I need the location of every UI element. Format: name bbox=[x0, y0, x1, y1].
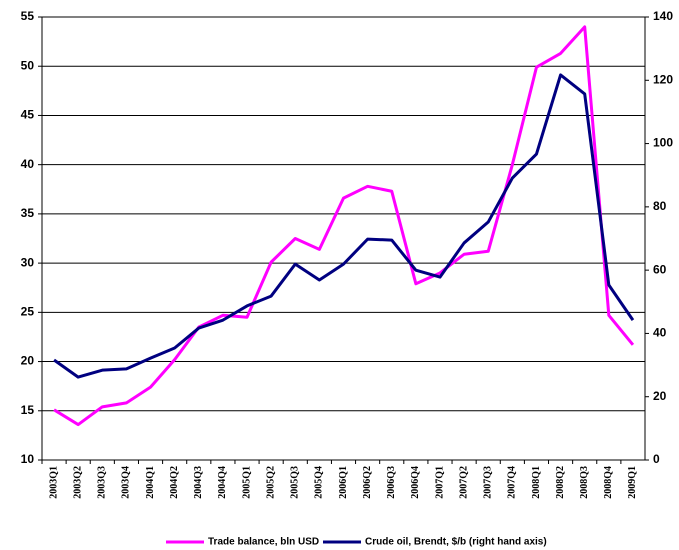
y-tick-label: 25 bbox=[21, 305, 35, 319]
y2-tick-label: 0 bbox=[653, 452, 660, 466]
y2-tick-label: 120 bbox=[653, 72, 673, 86]
y-tick-label: 10 bbox=[21, 452, 35, 466]
x-tick-label: 2006Q1 bbox=[338, 466, 349, 499]
y-tick-label: 30 bbox=[21, 255, 35, 269]
y2-tick-label: 20 bbox=[653, 389, 667, 403]
x-tick-label: 2004Q1 bbox=[145, 466, 156, 499]
x-tick-label: 2004Q2 bbox=[169, 466, 180, 499]
x-tick-label: 2008Q3 bbox=[579, 466, 590, 499]
y-tick-label: 40 bbox=[21, 157, 35, 171]
x-tick-label: 2005Q2 bbox=[265, 466, 276, 499]
y-tick-label: 55 bbox=[21, 9, 35, 23]
y2-tick-label: 140 bbox=[653, 9, 673, 23]
x-tick-label: 2008Q1 bbox=[531, 466, 542, 499]
x-tick-label: 2003Q4 bbox=[121, 466, 132, 499]
legend-label: Trade balance, bln USD bbox=[208, 537, 319, 548]
x-tick-label: 2006Q3 bbox=[386, 466, 397, 499]
x-tick-label: 2003Q3 bbox=[97, 466, 108, 499]
x-tick-label: 2007Q3 bbox=[483, 466, 494, 499]
x-tick-label: 2008Q2 bbox=[555, 466, 566, 499]
y-tick-label: 35 bbox=[21, 206, 35, 220]
legend-label: Crude oil, Brendt, $/b (right hand axis) bbox=[365, 537, 547, 548]
y-tick-label: 45 bbox=[21, 108, 35, 122]
x-tick-label: 2005Q1 bbox=[241, 466, 252, 499]
x-tick-label: 2004Q3 bbox=[193, 466, 204, 499]
x-tick-label: 2009Q1 bbox=[627, 466, 638, 499]
x-tick-label: 2007Q4 bbox=[507, 466, 518, 499]
x-tick-label: 2003Q1 bbox=[48, 466, 59, 499]
x-tick-label: 2007Q1 bbox=[434, 466, 445, 499]
y2-tick-label: 40 bbox=[653, 326, 667, 340]
y2-tick-label: 80 bbox=[653, 199, 667, 213]
x-tick-label: 2006Q4 bbox=[410, 466, 421, 499]
x-tick-label: 2003Q2 bbox=[72, 466, 83, 499]
y2-tick-label: 60 bbox=[653, 262, 667, 276]
plot-area bbox=[42, 17, 645, 460]
x-tick-label: 2006Q2 bbox=[362, 466, 373, 499]
y-tick-label: 20 bbox=[21, 354, 35, 368]
x-tick-label: 2007Q2 bbox=[458, 466, 469, 499]
series-line bbox=[53, 73, 635, 379]
x-tick-label: 2008Q4 bbox=[603, 466, 614, 499]
x-tick-label: 2005Q4 bbox=[314, 466, 325, 499]
y-tick-label: 15 bbox=[21, 403, 35, 417]
x-tick-label: 2004Q4 bbox=[217, 466, 228, 499]
y2-tick-label: 100 bbox=[653, 136, 673, 150]
x-tick-label: 2005Q3 bbox=[290, 466, 301, 499]
series-line bbox=[53, 25, 635, 427]
y-tick-label: 50 bbox=[21, 58, 35, 72]
